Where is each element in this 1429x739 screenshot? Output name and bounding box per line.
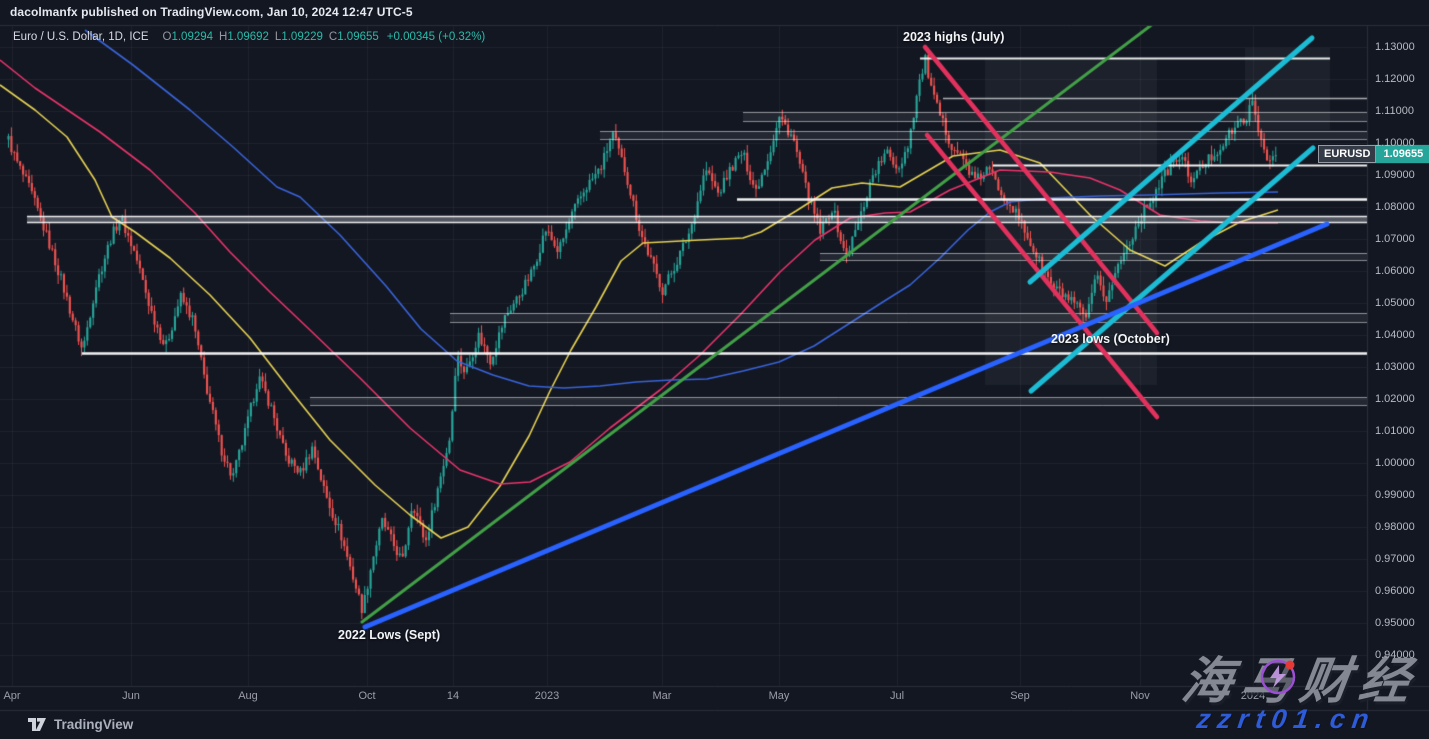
price-axis-label: 1.10000 <box>1375 137 1415 149</box>
price-axis-label: 1.07000 <box>1375 233 1415 245</box>
price-flag-symbol: EURUSD <box>1318 145 1377 164</box>
time-axis-label: Oct <box>358 690 376 702</box>
price-flag-value: 1.09655 <box>1376 145 1429 164</box>
price-axis-label: 0.96000 <box>1375 585 1415 597</box>
footer-bar: TradingView <box>0 710 1429 739</box>
time-axis-label: Apr <box>3 690 21 702</box>
watermark-url: zzrt01.cn <box>1194 704 1378 734</box>
price-axis-label: 1.06000 <box>1375 265 1415 277</box>
time-axis-label: Sep <box>1010 690 1030 702</box>
price-axis-label: 1.05000 <box>1375 297 1415 309</box>
ohlc-value: 1.09655 <box>337 31 379 43</box>
time-axis-label: May <box>768 690 790 702</box>
price-axis-label: 1.11000 <box>1375 105 1414 117</box>
price-axis-label: 1.00000 <box>1375 457 1415 469</box>
ohlc-label: C <box>328 31 338 43</box>
time-axis[interactable]: Apr Jun Aug Oct 14 2023 Mar May Jul Sep Nov 2024 <box>0 686 1367 710</box>
time-axis-label: Jul <box>889 690 905 702</box>
tradingview-logo-icon[interactable] <box>28 717 47 732</box>
tradingview-brand[interactable]: TradingView <box>54 717 134 732</box>
price-axis-label: 0.98000 <box>1375 521 1415 533</box>
watermark-logo-icon <box>1256 655 1300 704</box>
publish-title: dacolmanfx published on TradingView.com,… <box>10 5 413 19</box>
ohlc-value: 1.09692 <box>227 31 269 43</box>
ohlc-value: 1.09294 <box>171 31 214 43</box>
price-axis-label: 1.09000 <box>1375 169 1415 181</box>
price-axis-label: 1.01000 <box>1375 425 1415 437</box>
symbol-legend: Euro / U.S. Dollar, 1D, ICE O1.09294 H1.09… <box>13 31 485 43</box>
price-axis-label: 0.95000 <box>1375 617 1415 629</box>
price-axis-label: 0.97000 <box>1375 553 1415 565</box>
annotation-lows-2022[interactable]: 2022 Lows (Sept) <box>338 628 441 642</box>
price-axis-label: 0.99000 <box>1375 489 1415 501</box>
price-axis-label: 0.94000 <box>1375 649 1415 661</box>
ohlc-label: O <box>162 31 172 43</box>
price-axis-label: 1.04000 <box>1375 329 1415 341</box>
annotation-highs-2023[interactable]: 2023 highs (July) <box>903 30 1005 44</box>
price-change: +0.00345 (+0.32%) <box>386 31 486 43</box>
symbol-name[interactable]: Euro / U.S. Dollar, 1D, ICE <box>13 31 149 43</box>
ohlc-label: H <box>219 31 228 43</box>
price-axis[interactable]: 1.13000 1.12000 1.11000 1.10000 1.09000 1.080… <box>1367 25 1429 686</box>
ohlc-label: L <box>274 31 282 43</box>
last-price-flag[interactable]: EURUSD 1.09655 <box>1318 145 1429 164</box>
time-axis-label: Mar <box>652 690 672 702</box>
time-axis-label: Jun <box>122 690 140 702</box>
time-axis-label: 2024 <box>1240 690 1266 702</box>
price-axis-label: 1.13000 <box>1375 41 1415 53</box>
price-axis-label: 1.03000 <box>1375 361 1415 373</box>
time-axis-label: Nov <box>1130 690 1150 702</box>
time-axis-label: Aug <box>238 690 258 702</box>
price-axis-label: 1.12000 <box>1375 73 1415 85</box>
watermark-chinese: 海马财经 <box>1178 653 1423 709</box>
price-axis-label: 1.08000 <box>1375 201 1415 213</box>
annotation-lows-2023[interactable]: 2023 lows (October) <box>1051 332 1170 346</box>
time-axis-label: 2023 <box>534 690 560 702</box>
time-axis-label: 14 <box>446 690 460 702</box>
price-axis-label: 1.02000 <box>1375 393 1415 405</box>
ohlc-value: 1.09229 <box>281 31 323 43</box>
